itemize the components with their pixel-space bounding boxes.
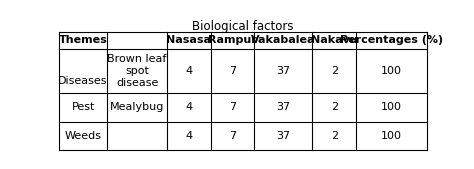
Text: Vakabalea: Vakabalea [251, 35, 316, 45]
Text: Nasasa: Nasasa [166, 35, 211, 45]
Text: Nakavu: Nakavu [311, 35, 357, 45]
Text: 37: 37 [276, 102, 291, 112]
Text: Biological factors: Biological factors [192, 20, 294, 33]
Text: Diseases: Diseases [58, 76, 108, 86]
Text: 4: 4 [185, 102, 192, 112]
Text: 100: 100 [381, 102, 402, 112]
Text: 2: 2 [331, 66, 338, 76]
Text: 100: 100 [381, 66, 402, 76]
Text: Rampur: Rampur [208, 35, 257, 45]
Text: Themes: Themes [59, 35, 108, 45]
Text: 2: 2 [331, 131, 338, 141]
Text: 37: 37 [276, 131, 291, 141]
Text: 7: 7 [229, 131, 236, 141]
Text: 37: 37 [276, 66, 291, 76]
Text: 100: 100 [381, 131, 402, 141]
Text: Percentages (%): Percentages (%) [340, 35, 443, 45]
Text: 7: 7 [229, 66, 236, 76]
Text: Brown leaf
spot
disease: Brown leaf spot disease [108, 54, 167, 88]
Text: 4: 4 [185, 131, 192, 141]
Text: Weeds: Weeds [64, 131, 101, 141]
Text: Mealybug: Mealybug [110, 102, 164, 112]
Text: 4: 4 [185, 66, 192, 76]
Text: 2: 2 [331, 102, 338, 112]
Text: Pest: Pest [72, 102, 95, 112]
Text: 7: 7 [229, 102, 236, 112]
